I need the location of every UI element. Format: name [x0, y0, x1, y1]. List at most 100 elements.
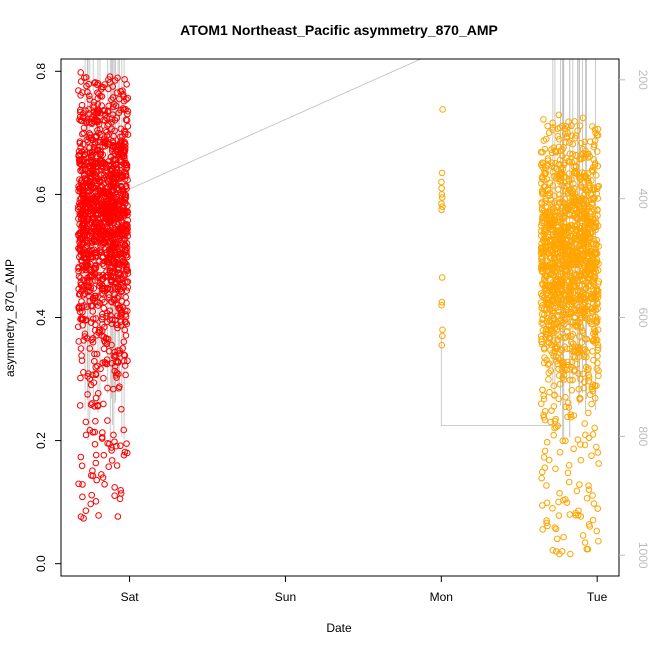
- data-point: [77, 315, 84, 323]
- data-point: [552, 245, 560, 252]
- data-point: [92, 370, 100, 378]
- data-point: [585, 486, 593, 493]
- data-point: [117, 161, 124, 169]
- data-point: [79, 226, 87, 234]
- data-point: [554, 304, 562, 311]
- data-point: [538, 468, 546, 476]
- data-point: [111, 168, 119, 175]
- data-point: [108, 457, 116, 464]
- data-point: [78, 101, 86, 109]
- data-point: [555, 186, 562, 193]
- data-point: [589, 516, 597, 524]
- data-point: [111, 438, 118, 446]
- data-point: [570, 169, 578, 177]
- data-point: [590, 293, 598, 300]
- data-point: [595, 372, 602, 380]
- data-point: [88, 231, 96, 238]
- data-point: [588, 304, 596, 312]
- data-point: [92, 211, 100, 218]
- data-point: [590, 143, 598, 151]
- data-point: [122, 128, 129, 136]
- data-point: [551, 392, 558, 399]
- data-point: [111, 249, 119, 257]
- data-point: [594, 222, 602, 230]
- data-point: [80, 302, 88, 309]
- data-point: [560, 302, 568, 310]
- data-point: [88, 119, 95, 127]
- data-point: [565, 278, 573, 286]
- data-point: [566, 150, 574, 157]
- data-point: [95, 258, 103, 265]
- data-point: [537, 400, 545, 407]
- data-point: [79, 315, 87, 323]
- data-point: [113, 195, 120, 203]
- data-point: [539, 214, 546, 222]
- data-point: [567, 411, 574, 418]
- data-point: [77, 281, 85, 289]
- data-point: [109, 111, 117, 119]
- data-point: [99, 429, 106, 436]
- data-point: [579, 370, 587, 378]
- data-point: [541, 354, 548, 361]
- data-point: [567, 198, 574, 206]
- data-point: [109, 273, 117, 281]
- data-point: [556, 489, 563, 497]
- data-point: [575, 333, 583, 340]
- data-point: [549, 266, 557, 274]
- data-point: [547, 236, 555, 243]
- data-point: [542, 195, 550, 203]
- data-point: [117, 490, 125, 497]
- data-point: [550, 271, 558, 279]
- data-point: [98, 315, 106, 323]
- data-point: [541, 239, 548, 246]
- data-point: [77, 144, 84, 152]
- data-point: [88, 173, 95, 181]
- data-point: [80, 199, 88, 206]
- data-point: [107, 181, 115, 189]
- data-point: [78, 157, 85, 165]
- data-point: [554, 422, 562, 430]
- data-point: [584, 409, 592, 417]
- data-point: [77, 274, 84, 282]
- data-point: [538, 200, 546, 207]
- data-point: [77, 513, 85, 521]
- data-point: [578, 184, 585, 191]
- data-point: [561, 187, 569, 195]
- data-point: [98, 83, 105, 91]
- data-point: [117, 217, 125, 224]
- data-point: [92, 459, 100, 467]
- data-point: [79, 130, 86, 138]
- data-point: [90, 379, 98, 386]
- data-point: [77, 69, 85, 76]
- data-point: [579, 277, 587, 285]
- data-point: [124, 253, 131, 261]
- data-point: [114, 513, 122, 520]
- data-point: [541, 262, 548, 269]
- data-point: [563, 154, 570, 162]
- data-point: [564, 130, 572, 137]
- data-point: [117, 151, 125, 158]
- data-point: [591, 126, 599, 133]
- data-point: [439, 106, 446, 113]
- data-point: [556, 380, 564, 388]
- data-point: [117, 310, 125, 318]
- data-point: [104, 191, 112, 198]
- data-point: [578, 169, 586, 176]
- data-point: [101, 171, 108, 179]
- data-point: [80, 194, 88, 201]
- data-point: [575, 370, 582, 377]
- data-point: [87, 500, 95, 508]
- data-point: [109, 103, 117, 111]
- data-point: [438, 298, 446, 306]
- data-point: [82, 261, 90, 269]
- data-point: [538, 175, 546, 182]
- data-point: [113, 374, 120, 381]
- data-point: [110, 431, 117, 439]
- data-point: [103, 223, 110, 231]
- data-point: [559, 152, 566, 160]
- data-point: [568, 237, 575, 245]
- data-point: [438, 169, 446, 177]
- data-point: [573, 246, 581, 254]
- data-point: [109, 174, 117, 182]
- data-point: [570, 305, 578, 312]
